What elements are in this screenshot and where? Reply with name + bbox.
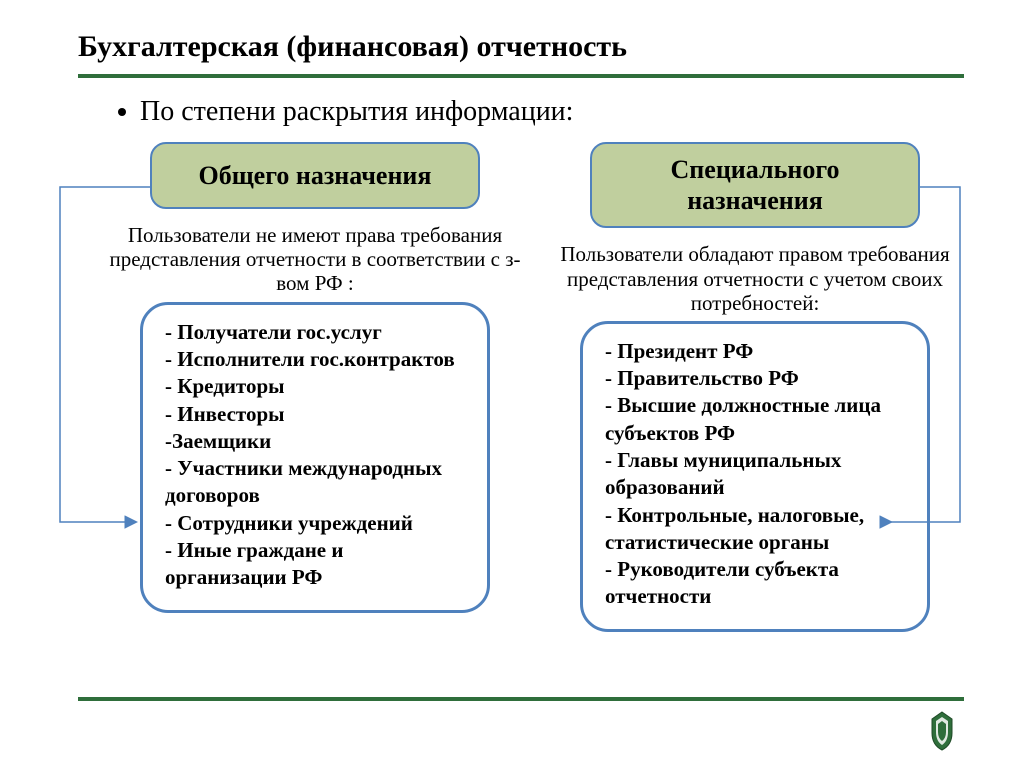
heading-general: Общего назначения	[150, 142, 480, 209]
page-title: Бухгалтерская (финансовая) отчетность	[0, 30, 1024, 74]
list-item: - Президент РФ	[605, 338, 905, 365]
list-item: - Контрольные, налоговые, статистические…	[605, 502, 905, 557]
list-item: - Получатели гос.услуг	[165, 319, 465, 346]
column-special: Специального назначения Пользователи обл…	[540, 142, 970, 632]
description-general: Пользователи не имеют права требования п…	[100, 223, 530, 295]
footer-divider	[78, 697, 964, 701]
list-special: - Президент РФ - Правительство РФ - Высш…	[580, 321, 930, 632]
list-item: - Главы муниципальных образований	[605, 447, 905, 502]
list-item: - Кредиторы	[165, 373, 465, 400]
list-item: - Высшие должностные лица субъектов РФ	[605, 392, 905, 447]
list-item: - Исполнители гос.контрактов	[165, 346, 465, 373]
crest-icon	[920, 709, 964, 753]
subtitle: По степени раскрытия информации:	[0, 78, 1024, 128]
list-general: - Получатели гос.услуг - Исполнители гос…	[140, 302, 490, 613]
list-item: - Руководители субъекта отчетности	[605, 556, 905, 611]
list-item: - Участники международных договоров	[165, 455, 465, 510]
list-item: - Инвесторы	[165, 401, 465, 428]
slide: Бухгалтерская (финансовая) отчетность По…	[0, 0, 1024, 767]
column-general: Общего назначения Пользователи не имеют …	[100, 142, 530, 613]
list-item: - Сотрудники учреждений	[165, 510, 465, 537]
list-item: - Иные граждане и организации РФ	[165, 537, 465, 592]
description-special: Пользователи обладают правом требования …	[540, 242, 970, 314]
heading-special: Специального назначения	[590, 142, 920, 228]
columns-area: Общего назначения Пользователи не имеют …	[0, 142, 1024, 682]
subtitle-text: По степени раскрытия информации:	[140, 96, 573, 127]
list-item: - Правительство РФ	[605, 365, 905, 392]
bullet-icon	[118, 108, 126, 116]
list-item: -Заемщики	[165, 428, 465, 455]
